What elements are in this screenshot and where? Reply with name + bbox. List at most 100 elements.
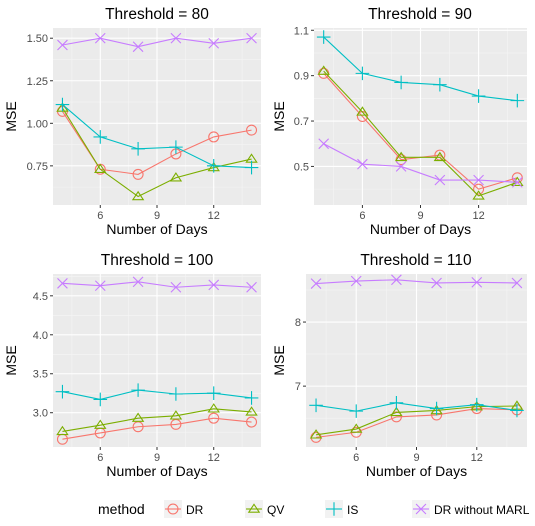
data-point xyxy=(429,401,444,416)
y-axis-label: MSE xyxy=(271,101,287,131)
data-point xyxy=(394,75,408,90)
data-point xyxy=(94,163,107,173)
x-tick-label: 9 xyxy=(154,210,160,222)
x-tick-label: 12 xyxy=(471,452,483,464)
series-line xyxy=(62,417,252,440)
y-axis-label: MSE xyxy=(271,345,287,375)
data-point xyxy=(131,142,145,156)
data-point xyxy=(431,277,442,289)
data-point xyxy=(131,190,145,201)
legend-key-marker xyxy=(327,502,341,516)
data-point xyxy=(206,159,221,173)
y-tick-label: 7 xyxy=(295,381,301,393)
series-qv xyxy=(56,403,258,436)
legend-label-is: IS xyxy=(347,503,358,517)
legend-label-dr-without-marl: DR without MARL xyxy=(434,503,530,517)
y-tick-label: 4.5 xyxy=(33,291,48,303)
series-dr-without-marl xyxy=(57,276,257,293)
legend-key-dr-without-marl xyxy=(412,500,430,518)
legend-key-marker xyxy=(415,503,427,515)
data-point xyxy=(94,32,106,44)
series-dr xyxy=(56,412,258,445)
plot-panel-threshold-100: 6 9 12 3.0 3.5 4.0 4.5 Threshold = 100 Number of… xyxy=(3,252,261,479)
y-tick-label: 0.9 xyxy=(294,71,309,83)
x-tick-label: 12 xyxy=(208,210,220,222)
data-point xyxy=(208,131,220,143)
series-line xyxy=(62,281,252,288)
data-point xyxy=(246,32,257,44)
data-point xyxy=(350,275,362,287)
data-point xyxy=(207,403,220,413)
data-point xyxy=(170,281,182,293)
data-point xyxy=(389,395,404,410)
legend-label-dr: DR xyxy=(186,503,204,517)
legend-key-is xyxy=(325,500,343,518)
y-tick-label: 1.00 xyxy=(27,118,48,130)
legend-key-dr xyxy=(164,500,182,518)
plot-panel-threshold-80: 6 9 12 0.75 1.00 1.25 1.50 Threshold = 80 Number… xyxy=(3,6,261,237)
data-point xyxy=(169,140,183,154)
y-tick-label: 1.50 xyxy=(27,33,48,45)
y-tick-label: 3.0 xyxy=(33,408,48,420)
x-tick-label: 9 xyxy=(417,210,423,222)
y-axis-label: MSE xyxy=(3,345,19,375)
data-point xyxy=(318,138,330,150)
series-line xyxy=(323,70,518,197)
data-point xyxy=(57,278,68,289)
series-is xyxy=(309,395,524,418)
data-point xyxy=(511,176,524,187)
data-point xyxy=(395,161,407,172)
y-tick-label: 0.7 xyxy=(294,116,309,128)
data-point xyxy=(132,41,144,53)
data-point xyxy=(394,151,408,162)
series-dr-without-marl xyxy=(318,138,523,188)
data-point xyxy=(55,384,70,399)
x-tick-label: 6 xyxy=(353,452,359,464)
data-point xyxy=(357,158,368,170)
data-point xyxy=(244,160,259,175)
data-point xyxy=(434,174,446,186)
y-tick-label: 4.0 xyxy=(33,330,48,342)
data-point xyxy=(245,406,258,416)
data-point xyxy=(132,168,144,180)
plot-panel-threshold-90: 6 9 12 0.5 0.7 0.9 1.1 Threshold = 90 Number of … xyxy=(271,6,527,237)
data-point xyxy=(471,276,483,288)
data-point xyxy=(349,404,364,418)
data-point xyxy=(206,386,221,401)
legend-label-qv: QV xyxy=(267,503,284,517)
data-point xyxy=(94,419,107,429)
data-point xyxy=(349,423,363,433)
data-point xyxy=(433,77,447,92)
data-point xyxy=(55,97,70,112)
x-axis-label: Number of Days xyxy=(366,463,467,479)
x-tick-label: 6 xyxy=(97,452,103,464)
legend-title: method xyxy=(98,501,145,517)
data-point xyxy=(391,274,402,286)
x-tick-label: 6 xyxy=(97,210,103,222)
data-point xyxy=(169,387,183,401)
data-point xyxy=(511,176,523,188)
series-line xyxy=(62,389,252,401)
data-point xyxy=(472,190,485,200)
series-is xyxy=(316,30,525,108)
y-tick-label: 1.25 xyxy=(27,76,48,88)
series-dr-without-marl xyxy=(57,32,257,53)
legend: method DR QV IS DR without MARL xyxy=(98,500,530,518)
x-axis-label: Number of Days xyxy=(370,221,471,237)
x-axis-label: Number of Days xyxy=(106,463,207,479)
data-point xyxy=(93,130,108,144)
y-tick-label: 0.5 xyxy=(294,161,309,173)
data-point xyxy=(208,37,220,49)
data-point xyxy=(246,281,257,293)
data-point xyxy=(316,30,331,44)
data-point xyxy=(309,429,323,439)
series-qv xyxy=(317,65,524,200)
series-line xyxy=(316,279,517,285)
data-point xyxy=(469,397,484,412)
data-point xyxy=(471,89,486,103)
legend-key-marker xyxy=(247,503,261,513)
data-point xyxy=(390,406,403,417)
data-point xyxy=(131,383,145,397)
x-tick-label: 9 xyxy=(413,452,419,464)
